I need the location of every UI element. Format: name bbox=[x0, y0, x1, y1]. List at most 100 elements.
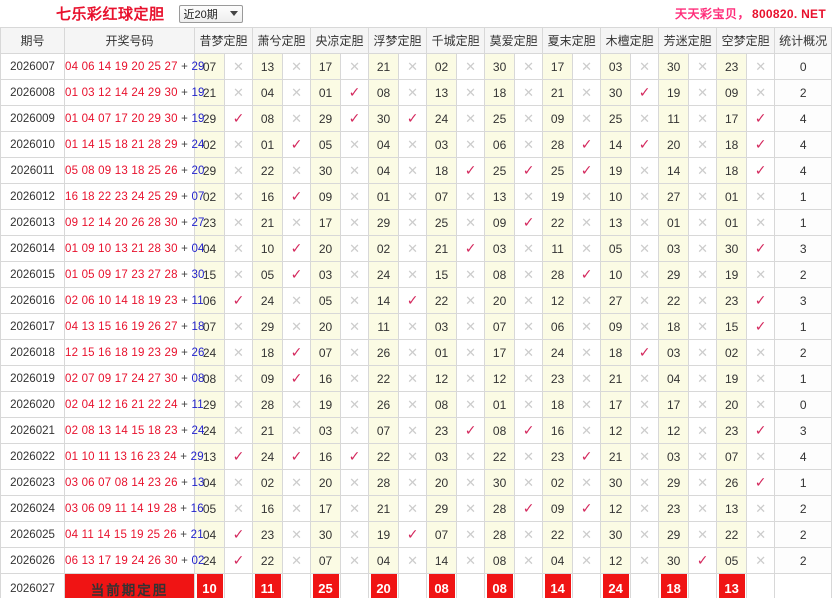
table-row: 2026019 02 07 09 17 24 27 30 + 08 08 ✕ 09 ✓ 16… bbox=[0, 365, 832, 392]
period-filter-select[interactable]: 近20期 bbox=[178, 4, 243, 23]
cross-icon: ✕ bbox=[688, 131, 718, 158]
cross-icon: ✕ bbox=[223, 157, 254, 184]
cell-pick-number: 24 bbox=[368, 261, 400, 288]
check-icon: ✓ bbox=[746, 105, 776, 132]
cell-pick-number: 03 bbox=[310, 261, 342, 288]
cell-pick-number: 19 bbox=[368, 521, 400, 548]
current-pick-number: 13 bbox=[716, 573, 748, 598]
cell-pick-number: 04 bbox=[368, 547, 400, 574]
cell-pick-number: 03 bbox=[658, 235, 690, 262]
cell-pick-number: 23 bbox=[716, 417, 748, 444]
cell-pick-number: 22 bbox=[716, 521, 748, 548]
cell-pick-number: 17 bbox=[658, 391, 690, 418]
cell-pick-number: 15 bbox=[426, 261, 458, 288]
check-icon: ✓ bbox=[223, 443, 254, 470]
cross-icon: ✕ bbox=[688, 521, 718, 548]
cross-icon: ✕ bbox=[398, 53, 428, 80]
cell-pick-number: 29 bbox=[658, 261, 690, 288]
cell-period: 2026014 bbox=[0, 235, 65, 262]
cross-icon: ✕ bbox=[514, 261, 544, 288]
brand-name: 天天彩宝贝， bbox=[674, 7, 750, 21]
cell-period: 2026021 bbox=[0, 417, 65, 444]
cross-icon: ✕ bbox=[630, 495, 660, 522]
cross-icon: ✕ bbox=[340, 339, 370, 366]
current-mark-placeholder bbox=[630, 573, 660, 598]
cross-icon: ✕ bbox=[688, 157, 718, 184]
cell-pick-number: 02 bbox=[716, 339, 748, 366]
cell-pick-number: 20 bbox=[310, 235, 342, 262]
table-row: 2026013 09 12 14 20 26 28 30 + 27 23 ✕ 21 ✕ 17… bbox=[0, 209, 832, 236]
cross-icon: ✕ bbox=[223, 495, 254, 522]
cell-pick-number: 26 bbox=[368, 339, 400, 366]
cell-pick-number: 11 bbox=[542, 235, 574, 262]
cell-pick-number: 01 bbox=[310, 79, 342, 106]
cell-pick-number: 08 bbox=[368, 79, 400, 106]
cell-pick-number: 06 bbox=[194, 287, 225, 314]
cross-icon: ✕ bbox=[223, 365, 254, 392]
cell-pick-number: 21 bbox=[426, 235, 458, 262]
cross-icon: ✕ bbox=[340, 131, 370, 158]
cross-icon: ✕ bbox=[572, 365, 602, 392]
table-row: 2026017 04 13 15 16 19 26 27 + 18 07 ✕ 29 ✕ 20… bbox=[0, 313, 832, 340]
cross-icon: ✕ bbox=[514, 443, 544, 470]
current-pick-number: 10 bbox=[194, 573, 225, 598]
cell-period: 2026017 bbox=[0, 313, 65, 340]
cell-pick-number: 27 bbox=[600, 287, 632, 314]
cell-pick-number: 25 bbox=[484, 157, 516, 184]
cross-icon: ✕ bbox=[223, 391, 254, 418]
check-icon: ✓ bbox=[456, 417, 486, 444]
table-row: 2026007 04 06 14 19 20 25 27 + 29 07 ✕ 13 ✕ 17… bbox=[0, 53, 832, 80]
cell-pick-number: 11 bbox=[368, 313, 400, 340]
cell-period: 2026011 bbox=[0, 157, 65, 184]
column-header-expert-10: 空梦定胆 bbox=[716, 27, 776, 54]
brand-url: 800820. NET bbox=[751, 6, 826, 21]
cell-pick-number: 29 bbox=[310, 105, 342, 132]
cell-pick-number: 02 bbox=[252, 469, 284, 496]
current-pick-number: 11 bbox=[252, 573, 284, 598]
cross-icon: ✕ bbox=[688, 105, 718, 132]
cross-icon: ✕ bbox=[456, 365, 486, 392]
cell-pick-number: 09 bbox=[542, 495, 574, 522]
cross-icon: ✕ bbox=[456, 287, 486, 314]
cross-icon: ✕ bbox=[746, 339, 776, 366]
cell-pick-number: 05 bbox=[194, 495, 225, 522]
cross-icon: ✕ bbox=[746, 183, 776, 210]
cell-pick-number: 09 bbox=[542, 105, 574, 132]
cross-icon: ✕ bbox=[456, 131, 486, 158]
cross-icon: ✕ bbox=[223, 183, 254, 210]
cell-draw-numbers: 01 03 12 14 24 29 30 + 19 bbox=[64, 79, 204, 106]
check-icon: ✓ bbox=[514, 209, 544, 236]
cell-draw-numbers: 02 04 12 16 21 22 24 + 11 bbox=[64, 391, 204, 418]
cell-pick-number: 02 bbox=[426, 53, 458, 80]
cell-pick-number: 18 bbox=[716, 131, 748, 158]
cross-icon: ✕ bbox=[340, 313, 370, 340]
cell-pick-number: 05 bbox=[310, 131, 342, 158]
cell-pick-number: 19 bbox=[716, 365, 748, 392]
cross-icon: ✕ bbox=[514, 365, 544, 392]
table-row: 2026016 02 06 10 14 18 19 23 + 11 06 ✓ 24 ✕ 05… bbox=[0, 287, 832, 314]
cross-icon: ✕ bbox=[572, 521, 602, 548]
check-icon: ✓ bbox=[456, 235, 486, 262]
cell-pick-number: 23 bbox=[542, 365, 574, 392]
cell-period: 2026024 bbox=[0, 495, 65, 522]
cell-pick-number: 14 bbox=[368, 287, 400, 314]
cell-draw-numbers: 01 04 07 17 20 29 30 + 19 bbox=[64, 105, 204, 132]
cell-pick-number: 03 bbox=[426, 131, 458, 158]
cross-icon: ✕ bbox=[340, 495, 370, 522]
cross-icon: ✕ bbox=[630, 287, 660, 314]
cell-period: 2026026 bbox=[0, 547, 65, 574]
cell-draw-numbers: 02 08 13 14 15 18 23 + 24 bbox=[64, 417, 204, 444]
cross-icon: ✕ bbox=[282, 287, 312, 314]
cross-icon: ✕ bbox=[572, 79, 602, 106]
cell-period: 2026009 bbox=[0, 105, 65, 132]
table-row: 2026012 16 18 22 23 24 25 29 + 07 02 ✕ 16 ✓ 09… bbox=[0, 183, 832, 210]
cell-pick-number: 04 bbox=[194, 235, 225, 262]
cross-icon: ✕ bbox=[746, 443, 776, 470]
cell-pick-number: 01 bbox=[658, 209, 690, 236]
cell-pick-number: 18 bbox=[716, 157, 748, 184]
cell-pick-number: 07 bbox=[310, 547, 342, 574]
cell-hit-count: 2 bbox=[774, 79, 832, 106]
cross-icon: ✕ bbox=[340, 287, 370, 314]
cell-pick-number: 10 bbox=[600, 261, 632, 288]
check-icon: ✓ bbox=[572, 261, 602, 288]
